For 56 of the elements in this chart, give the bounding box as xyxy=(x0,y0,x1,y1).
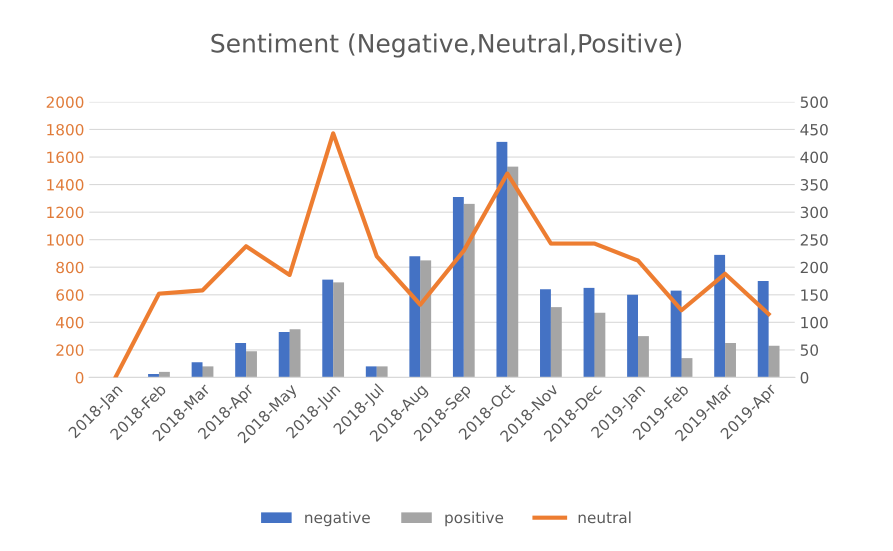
bar xyxy=(550,307,562,378)
bar xyxy=(366,366,377,378)
bar xyxy=(638,336,649,378)
y2-tick-label: 150 xyxy=(801,289,828,301)
y-tick-label: 2000 xyxy=(46,96,84,108)
y-tick-label: 400 xyxy=(56,316,84,328)
bar xyxy=(682,358,692,378)
bar xyxy=(246,351,257,378)
bar xyxy=(452,196,464,378)
bar xyxy=(322,280,334,378)
bar xyxy=(158,372,170,378)
bar xyxy=(584,288,594,378)
y2-tick-label: 500 xyxy=(800,96,828,108)
bar xyxy=(409,256,420,378)
y2-tick-label: 250 xyxy=(800,234,828,246)
y2-tick-label: 0 xyxy=(800,372,808,384)
bar xyxy=(192,362,203,378)
bar xyxy=(333,282,344,378)
legend-label: negative xyxy=(305,511,370,526)
y-tick-label: 200 xyxy=(56,344,84,356)
bar xyxy=(202,366,214,378)
bar xyxy=(235,342,246,378)
legend-label: positive xyxy=(445,511,504,526)
y2-tick-label: 400 xyxy=(800,152,828,164)
bar xyxy=(627,294,638,378)
y2-tick-label: 200 xyxy=(800,262,828,274)
y-tick-label: 600 xyxy=(56,289,84,301)
bar xyxy=(540,289,551,378)
y-tick-label: 1400 xyxy=(47,179,84,191)
bar xyxy=(670,290,682,378)
bar xyxy=(768,346,780,378)
y-tick-label: 1000 xyxy=(47,234,84,246)
bar xyxy=(376,366,388,378)
line-series xyxy=(113,131,771,378)
bar xyxy=(464,204,475,378)
legend-label: neutral xyxy=(578,511,630,524)
y-tick-label: 1200 xyxy=(47,206,84,218)
y-tick-label: 1800 xyxy=(47,124,84,136)
bar xyxy=(594,312,606,378)
y2-tick-label: 300 xyxy=(800,206,828,218)
y2-tick-label: 450 xyxy=(800,124,828,136)
y2-tick-label: 50 xyxy=(800,344,818,356)
bar xyxy=(496,142,508,378)
y2-tick-label: 100 xyxy=(801,316,828,328)
bar xyxy=(714,254,726,378)
bar xyxy=(290,329,301,378)
bar xyxy=(278,332,290,378)
bar xyxy=(725,342,736,378)
y-tick-label: 800 xyxy=(56,262,84,274)
bar xyxy=(507,166,518,378)
bar xyxy=(420,260,432,378)
bar xyxy=(758,281,769,378)
y-tick-label: 1600 xyxy=(47,152,84,164)
y2-tick-label: 350 xyxy=(800,179,828,191)
y-tick-label: 0 xyxy=(76,372,84,384)
chart-title: Sentiment (Negative,Neutral,Positive) xyxy=(211,33,682,58)
